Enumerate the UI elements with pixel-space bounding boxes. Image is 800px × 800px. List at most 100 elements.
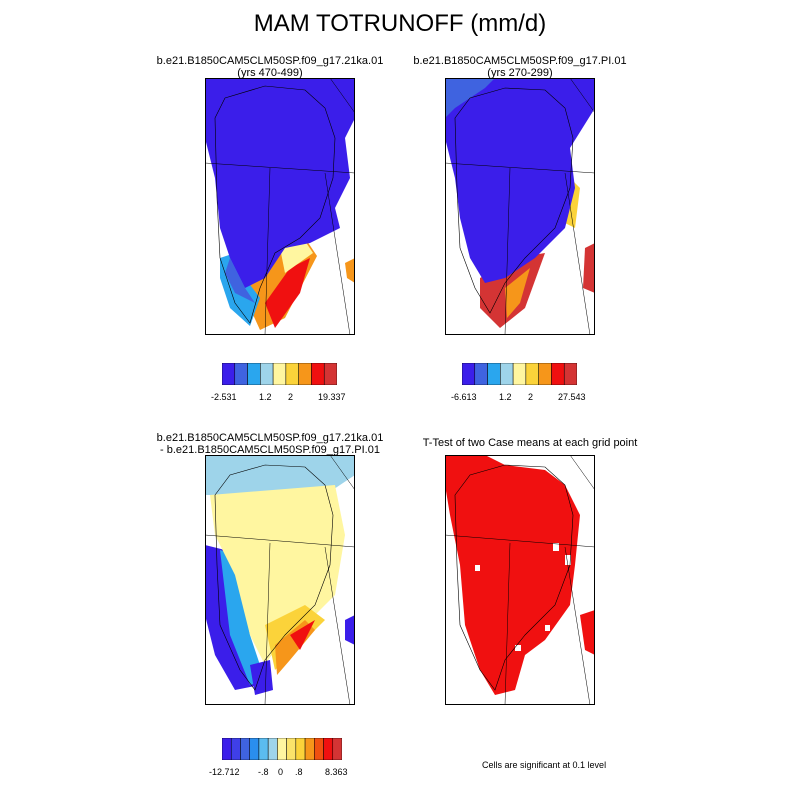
coast-strip bbox=[280, 241, 313, 273]
graticule-line bbox=[205, 162, 355, 174]
panel-title-line2: (yrs 270-299) bbox=[487, 67, 553, 79]
colorbar-case2 bbox=[462, 363, 577, 385]
colorbar-label: 0 bbox=[278, 767, 284, 777]
graticule-line bbox=[324, 172, 351, 335]
map-frame bbox=[205, 78, 355, 335]
non-significant-cell bbox=[515, 645, 521, 651]
colorbar-label: 27.543 bbox=[558, 392, 586, 402]
panel-title-line1: b.e21.B1850CAM5CLM50SP.f09_g17.PI.01 bbox=[413, 55, 627, 67]
map-panel-ttest bbox=[445, 455, 595, 705]
figure-title: MAM TOTRUNOFF (mm/d) bbox=[253, 10, 547, 37]
colorbar-swatch bbox=[222, 363, 236, 385]
colorbar-label: 1.2 bbox=[499, 392, 512, 402]
coastline bbox=[214, 85, 336, 324]
colorbar-label: 8.363 bbox=[325, 767, 348, 777]
colorbar-label: -6.613 bbox=[451, 392, 477, 402]
coast-strip bbox=[265, 258, 310, 328]
significance-note: Cells are significant at 0.1 level bbox=[482, 760, 607, 770]
colorbar-label: 19.337 bbox=[318, 392, 346, 402]
coast-strip bbox=[220, 550, 265, 685]
colorbar-swatch bbox=[474, 363, 488, 385]
map-panel-case2 bbox=[445, 78, 595, 335]
graticule-line bbox=[564, 546, 591, 705]
colorbar-swatch bbox=[525, 363, 539, 385]
colorbar-swatch bbox=[260, 363, 274, 385]
panel-title-line1: b.e21.B1850CAM5CLM50SP.f09_g17.21ka.01 bbox=[156, 432, 384, 444]
colorbar-swatch bbox=[311, 363, 325, 385]
colorbar-case1 bbox=[222, 363, 337, 385]
graticule-line bbox=[564, 172, 591, 335]
coastline bbox=[454, 464, 574, 691]
panel-title-line1: T-Test of two Case means at each grid po… bbox=[422, 437, 638, 449]
colorbar-swatch bbox=[230, 738, 241, 760]
colorbar-swatch bbox=[304, 738, 315, 760]
map-panel-difference bbox=[205, 455, 355, 705]
colorbar-swatch bbox=[332, 738, 342, 760]
significant-cells bbox=[445, 455, 580, 695]
colorbar-swatch bbox=[563, 363, 577, 385]
colorbar-label: .8 bbox=[295, 767, 303, 777]
colorbar-swatch bbox=[551, 363, 565, 385]
colorbar-swatch bbox=[234, 363, 248, 385]
graticule-line bbox=[205, 534, 355, 548]
colorbar-swatch bbox=[314, 738, 324, 760]
graticule-line bbox=[329, 455, 355, 491]
colorbar-swatch bbox=[249, 738, 260, 760]
coast-strip bbox=[505, 268, 530, 318]
colorbar-swatch bbox=[222, 738, 232, 760]
map-panel-case1 bbox=[205, 78, 355, 335]
non-significant-cell bbox=[565, 555, 571, 565]
colorbar-swatch bbox=[298, 363, 312, 385]
colorbar-label: -.8 bbox=[258, 767, 269, 777]
map-frame bbox=[205, 455, 355, 705]
coastline bbox=[454, 87, 574, 314]
ice-sheet bbox=[205, 78, 355, 288]
graticule-line bbox=[329, 78, 355, 114]
ice-sheet bbox=[445, 78, 595, 283]
colorbar-swatch bbox=[512, 363, 527, 385]
colorbar-swatch bbox=[240, 738, 250, 760]
map-frame bbox=[445, 78, 595, 335]
colorbar-swatch bbox=[286, 738, 297, 760]
colorbar-swatch bbox=[285, 363, 299, 385]
panel-title-line2: - b.e21.B1850CAM5CLM50SP.f09_g17.PI.01 bbox=[160, 444, 380, 456]
colorbar-swatch bbox=[500, 363, 514, 385]
graticule-line bbox=[504, 167, 511, 335]
graticule-line bbox=[324, 546, 351, 705]
colorbar-swatch bbox=[487, 363, 501, 385]
colorbar-swatch bbox=[277, 738, 287, 760]
colorbar-swatch bbox=[462, 363, 476, 385]
coast-strip bbox=[583, 243, 595, 293]
coast-strip bbox=[205, 455, 355, 495]
colorbar-swatch bbox=[323, 738, 334, 760]
map-frame bbox=[445, 455, 595, 705]
graticule-line bbox=[569, 78, 595, 114]
panel-title-line2: (yrs 470-499) bbox=[237, 67, 303, 79]
colorbar-label: -12.712 bbox=[209, 767, 240, 777]
panel-title-case1: b.e21.B1850CAM5CLM50SP.f09_g17.21ka.01 (… bbox=[130, 55, 410, 79]
panel-title-difference: b.e21.B1850CAM5CLM50SP.f09_g17.21ka.01 -… bbox=[130, 432, 410, 456]
graticule-line bbox=[504, 542, 511, 705]
coast-strip bbox=[290, 620, 315, 650]
colorbar-swatch bbox=[538, 363, 552, 385]
colorbar-swatch bbox=[247, 363, 261, 385]
non-significant-cell bbox=[545, 625, 550, 631]
colorbar-swatch bbox=[258, 738, 269, 760]
coast-strip bbox=[225, 258, 255, 303]
non-significant-cell bbox=[553, 543, 559, 551]
graticule-line bbox=[264, 542, 271, 705]
graticule-line bbox=[569, 455, 595, 491]
panel-title-case2: b.e21.B1850CAM5CLM50SP.f09_g17.PI.01 (yr… bbox=[380, 55, 660, 79]
non-significant-cell bbox=[475, 565, 480, 571]
panel-title-line1: b.e21.B1850CAM5CLM50SP.f09_g17.21ka.01 bbox=[156, 55, 384, 67]
colorbar-swatch bbox=[295, 738, 306, 760]
graticule-line bbox=[445, 162, 595, 174]
graticule-line bbox=[445, 534, 595, 548]
ice-sheet bbox=[210, 485, 345, 665]
graticule-line bbox=[264, 167, 271, 335]
colorbar-label: 2 bbox=[288, 392, 294, 402]
coast-strip bbox=[345, 258, 355, 283]
coast-strip bbox=[250, 660, 273, 695]
coastline bbox=[214, 464, 334, 691]
coast-strip bbox=[345, 615, 355, 645]
